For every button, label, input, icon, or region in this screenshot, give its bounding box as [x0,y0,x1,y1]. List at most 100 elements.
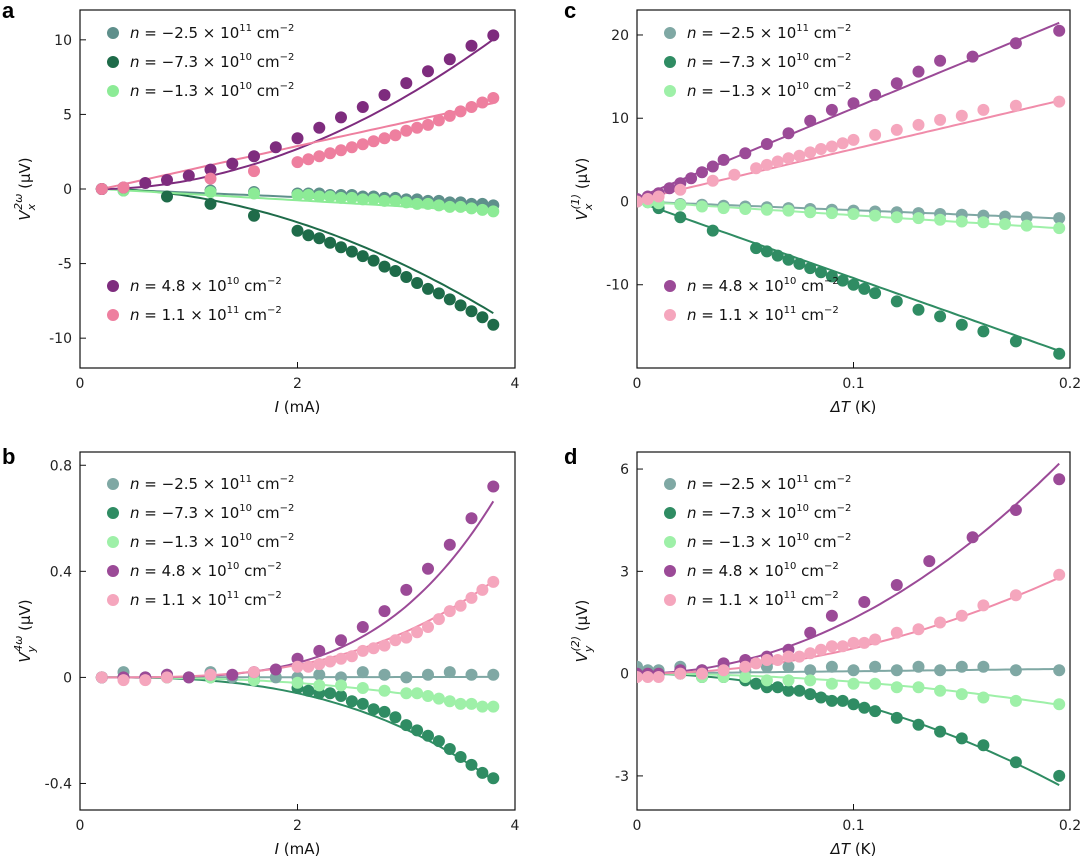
legend-unit-exponent: −2 [280,81,295,92]
data-point [869,88,882,101]
fit-line-series-5 [101,102,494,190]
legend-unit-exponent: −2 [824,561,839,572]
data-point [890,295,903,308]
data-point [324,190,337,203]
data-point [750,657,763,670]
legend-exponent: 10 [227,561,240,572]
legend-value: = −1.3 × 10 [697,82,797,100]
data-point [804,114,817,127]
legend-unit: cm [252,53,280,71]
y-axis-subscript: x [25,203,38,211]
data-point [685,172,698,185]
data-point [432,613,445,626]
data-point [1053,769,1066,782]
data-point [739,671,752,683]
data-point [291,660,304,673]
data-point [487,480,500,493]
data-point [782,660,795,673]
legend-value: = −2.5 × 10 [140,475,240,493]
data-point [291,156,304,169]
legend-n: n [130,475,140,493]
x-tick-label: 0 [633,376,642,392]
y-axis-unit: (μV) [16,599,34,635]
legend-entry: n = −2.5 × 1011 cm−2 [687,474,851,493]
legend-value: = −2.5 × 10 [140,24,240,42]
data-point [291,224,304,237]
data-point [869,287,882,300]
data-point [454,105,467,118]
data-point [400,77,413,90]
legend-value: = 1.1 × 10 [140,306,227,324]
data-point [367,135,380,148]
data-point [706,174,719,187]
data-point [291,132,304,145]
x-axis-label: ΔT (K) [830,840,877,858]
legend-unit-exponent: −2 [824,590,839,601]
data-point [652,671,665,683]
data-point [476,96,489,109]
legend-marker [664,27,676,39]
legend-entry: n = −7.3 × 1010 cm−2 [687,52,851,71]
data-point [912,65,925,78]
legend-exponent: 11 [784,590,797,601]
data-point [302,684,315,697]
legend-unit: cm [796,277,824,295]
data-point [117,674,130,687]
data-point [356,644,369,657]
data-point [858,701,871,714]
data-point [728,168,741,181]
x-axis-label: ΔT (K) [830,398,877,416]
legend-unit: cm [809,475,837,493]
data-point [641,193,654,205]
data-point [324,147,337,160]
data-point [324,655,337,668]
data-point [815,266,827,279]
data-point [1020,219,1033,232]
data-point [487,29,500,42]
data-point [422,118,434,131]
data-point [487,92,500,104]
legend-exponent: 10 [239,503,252,514]
data-point [335,690,347,702]
data-point [1053,222,1066,235]
data-point [739,660,752,673]
data-point [345,695,358,708]
data-point [847,208,860,220]
series-5 [637,95,1066,208]
legend-value: = −7.3 × 10 [697,504,797,522]
data-point [782,674,795,687]
data-point [313,121,326,134]
legend-marker [664,507,676,519]
legend-marker [107,594,119,606]
data-point [955,215,968,228]
data-point [760,203,773,216]
legend-unit: cm [239,306,267,324]
x-axis-variable: ΔT [830,840,852,858]
data-point [890,77,903,90]
data-point [750,162,763,175]
data-point [465,512,478,525]
data-point [977,691,990,704]
data-point [696,166,708,179]
legend-unit-exponent: −2 [837,503,852,514]
data-point [890,626,903,639]
legend-value: = −2.5 × 10 [697,24,797,42]
data-point [324,687,337,700]
data-point [443,293,456,306]
plot-area [95,480,500,785]
data-point [345,245,358,258]
x-tick-label: 0.1 [842,376,864,392]
data-point [117,181,130,194]
data-point [422,197,434,210]
y-tick-label: 0.4 [50,564,72,580]
y-axis-symbol: V [16,209,34,221]
data-point [825,103,838,116]
data-point [324,236,337,249]
data-point [432,692,445,705]
plot-area [637,21,1066,360]
data-point [313,190,326,203]
fit-line-series-2 [637,672,1060,786]
y-tick-label: 5 [63,107,72,123]
data-point [389,129,402,142]
